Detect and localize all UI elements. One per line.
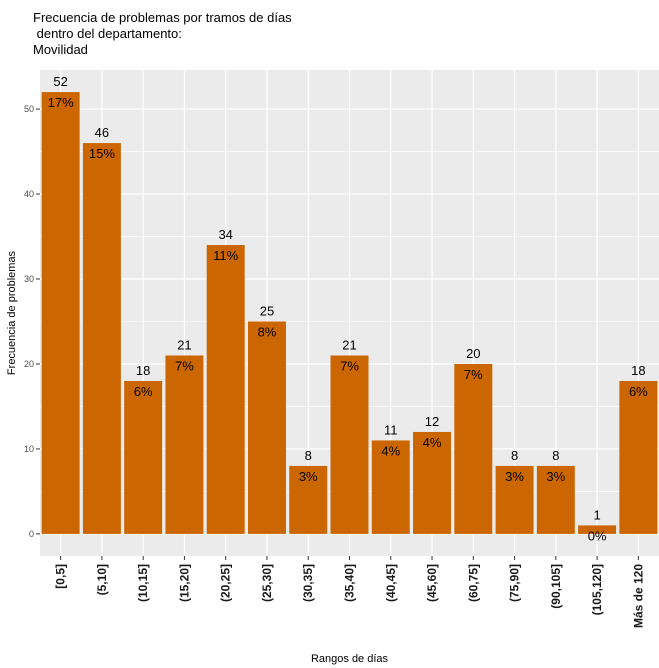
bar-percent-label: 3% <box>546 469 565 484</box>
bar-percent-label: 6% <box>134 384 153 399</box>
x-axis-label: Rangos de días <box>311 653 389 665</box>
bar-percent-label: 3% <box>505 469 524 484</box>
x-tick-label: (15,20] <box>177 564 191 602</box>
x-tick-label: [0,5] <box>54 564 68 589</box>
bar <box>247 321 286 534</box>
y-tick-label: 20 <box>24 359 34 369</box>
bar <box>330 355 369 534</box>
bar <box>454 363 493 534</box>
bar-count-label: 52 <box>53 74 67 89</box>
x-tick-label: (25,30] <box>260 564 274 602</box>
x-tick-label: Más de 120 <box>631 564 645 628</box>
bar-count-label: 18 <box>136 363 150 378</box>
bar-percent-label: 4% <box>381 443 400 458</box>
x-tick-label: (60,75] <box>466 564 480 602</box>
bar <box>578 525 617 534</box>
x-tick-label: (10,15] <box>136 564 150 602</box>
chart-title-line-3: Movilidad <box>33 42 88 57</box>
y-tick-label: 50 <box>24 104 34 114</box>
chart-title: Frecuencia de problemas por tramos de dí… <box>33 10 292 57</box>
bar-percent-label: 4% <box>423 435 442 450</box>
bar <box>619 380 658 534</box>
y-tick-label: 10 <box>24 444 34 454</box>
bar <box>536 465 575 534</box>
x-tick-label: (105,120] <box>590 564 604 615</box>
bar-percent-label: 11% <box>213 248 238 263</box>
bar-percent-label: 6% <box>629 384 648 399</box>
x-tick-label: (45,60] <box>425 564 439 602</box>
bar-count-label: 20 <box>466 346 480 361</box>
bar-percent-label: 3% <box>299 469 318 484</box>
bar-count-label: 12 <box>425 414 439 429</box>
x-tick-label: (30,35] <box>301 564 315 602</box>
y-tick-label: 40 <box>24 189 34 199</box>
y-axis-label: Frecuencia de problemas <box>6 250 18 375</box>
x-tick-label: (35,40] <box>343 564 357 602</box>
bar-percent-label: 17% <box>48 95 74 110</box>
x-tick-label: (90,105] <box>549 564 563 609</box>
x-tick-label: (40,45] <box>384 564 398 602</box>
bar <box>82 143 121 534</box>
chart-title-line-2: dentro del departamento: <box>33 26 182 41</box>
x-axis: [0,5] (5,10] (10,15] (15,20] (20,25] (25,30] (… <box>54 556 645 628</box>
bar-count-label: 25 <box>260 303 274 318</box>
bar-percent-label: 7% <box>175 358 194 373</box>
bar <box>371 440 410 534</box>
bar <box>413 431 452 534</box>
bar-count-label: 8 <box>305 448 312 463</box>
bar-count-label: 8 <box>511 448 518 463</box>
data-labels: 5217%4615%186%217%3411%258%83%217%114%12… <box>48 74 649 543</box>
bar-percent-label: 7% <box>340 358 359 373</box>
bar <box>41 92 80 534</box>
bar <box>289 465 328 534</box>
bar <box>165 355 204 534</box>
bar-count-label: 34 <box>218 227 232 242</box>
bars <box>41 92 658 534</box>
bar <box>206 245 245 534</box>
bar-percent-label: 0% <box>588 528 607 543</box>
x-tick-label: (75,90] <box>508 564 522 602</box>
bar-count-label: 8 <box>552 448 559 463</box>
bar <box>495 465 534 534</box>
bar-count-label: 46 <box>95 125 109 140</box>
bar-percent-label: 15% <box>89 146 115 161</box>
bar <box>124 380 163 534</box>
x-tick-label: (5,10] <box>95 564 109 595</box>
bar-count-label: 21 <box>177 337 191 352</box>
bar-count-label: 1 <box>593 507 600 522</box>
x-tick-label: (20,25] <box>219 564 233 602</box>
bar-percent-label: 7% <box>464 367 483 382</box>
bar-count-label: 18 <box>631 363 645 378</box>
y-tick-label: 30 <box>24 274 34 284</box>
y-tick-label: 0 <box>29 529 34 539</box>
bar-percent-label: 8% <box>258 324 277 339</box>
bar-count-label: 11 <box>384 422 398 437</box>
y-axis: 0 10 20 30 40 50 <box>24 104 40 539</box>
chart-title-line-1: Frecuencia de problemas por tramos de dí… <box>33 10 292 25</box>
bar-count-label: 21 <box>342 337 356 352</box>
